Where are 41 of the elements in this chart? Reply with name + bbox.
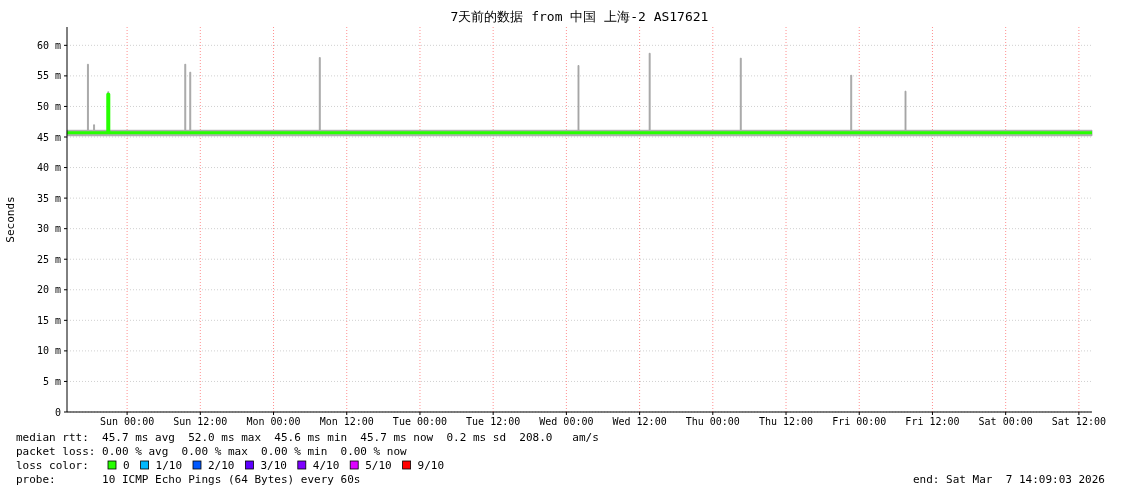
legend-title: loss color: — [16, 459, 89, 472]
x-tick-label: Mon 00:00 — [246, 416, 301, 427]
y-tick-label: 0 — [54, 406, 61, 418]
y-tick-label: 10 m — [36, 345, 61, 357]
y-axis-title: Seconds — [4, 196, 17, 243]
legend-label: 4/10 — [312, 459, 340, 472]
legend-label: 9/10 — [417, 459, 445, 472]
y-tick-label: 35 m — [36, 192, 61, 204]
x-tick-label: Fri 12:00 — [905, 416, 960, 427]
text: packet loss: 0.00 % avg 0.00 % max 0.00 % min 0.00 % now — [16, 445, 408, 458]
x-tick-label: Sat 00:00 — [978, 416, 1033, 427]
y-tick-label: 50 m — [36, 100, 61, 112]
legend-label: 1/10 — [155, 459, 183, 472]
legend-label: 2/10 — [208, 459, 235, 472]
x-tick-label: Tue 00:00 — [392, 416, 448, 427]
x-tick-label: Thu 12:00 — [758, 416, 814, 427]
y-tick-label: 55 m — [36, 70, 61, 82]
x-tick-label: Thu 00:00 — [685, 416, 740, 427]
x-tick-label: Tue 12:00 — [466, 416, 521, 427]
legend-label: 3/10 — [260, 459, 287, 472]
y-tick-label: 15 m — [36, 314, 61, 326]
legend-label: 0 — [123, 459, 130, 472]
x-tick-label: Fri 00:00 — [832, 416, 887, 427]
x-tick-label: Sun 12:00 — [173, 416, 228, 427]
text: probe: 10 ICMP Echo Pings (64 Bytes) every 60s — [16, 473, 361, 486]
y-tick-label: 40 m — [36, 162, 61, 174]
y-tick-label: 5 m — [42, 375, 61, 387]
text: end: Sat Mar 7 14:09:03 2026 — [912, 473, 1105, 486]
text: median rtt: 45.7 ms avg 52.0 ms max 45.6 ms min 45.7 ms now 0.2 ms sd 208.0 am/s — [16, 431, 599, 444]
chart-title: 7天前的数据 from 中国 上海-2 AS17621 — [450, 9, 709, 24]
y-tick-label: 45 m — [36, 131, 61, 143]
x-tick-label: Sat 12:00 — [1051, 416, 1106, 427]
y-tick-label: 30 m — [36, 223, 61, 235]
x-tick-label: Wed 12:00 — [612, 416, 667, 427]
y-tick-label: 60 m — [36, 39, 61, 51]
legend-label: 5/10 — [365, 459, 392, 472]
x-tick-label: Mon 12:00 — [319, 416, 374, 427]
y-tick-label: 25 m — [36, 253, 61, 265]
x-tick-label: Sun 00:00 — [100, 416, 155, 427]
x-tick-label: Wed 00:00 — [539, 416, 594, 427]
y-tick-label: 20 m — [36, 284, 61, 296]
